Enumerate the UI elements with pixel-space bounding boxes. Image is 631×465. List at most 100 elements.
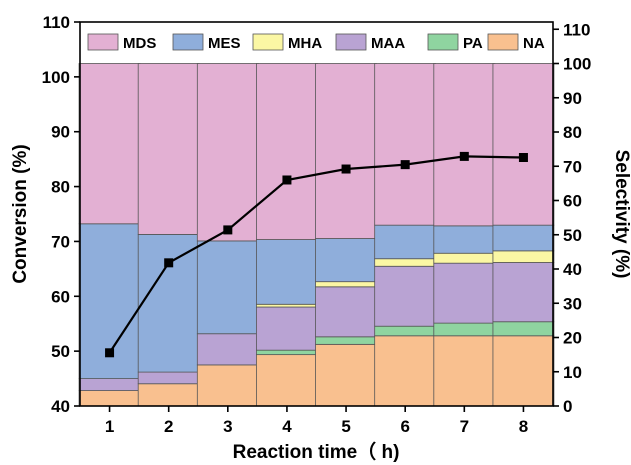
bar-segment-na-8	[492, 335, 555, 407]
conversion-marker-3	[223, 225, 233, 235]
bar-segment-maa-6	[374, 265, 437, 327]
legend-label-mds: MDS	[123, 35, 156, 52]
y-right-tick-label: 90	[563, 89, 582, 108]
x-tick-label: 7	[460, 417, 469, 436]
legend-swatch-na	[487, 33, 519, 51]
ticks-layer: 40 50 60 70 80 90 100 110 0 10 20 30 40 50 60 70 80 90 100…	[42, 13, 592, 436]
bar-segment-maa-1	[78, 378, 141, 391]
bar-segment-pa-4	[256, 349, 318, 356]
legend-label-mes: MES	[208, 35, 241, 52]
conversion-marker-8	[518, 153, 528, 162]
legend-layer: MDS MES MHA MAA PA NA	[87, 33, 545, 52]
bar-segment-mes-7	[433, 225, 496, 254]
x-tick-label: 6	[400, 417, 409, 436]
bar-segment-mds-1	[78, 63, 141, 225]
bar-segment-mes-5	[315, 238, 377, 283]
y-left-tick-label: 50	[51, 342, 70, 361]
bar-segment-maa-5	[315, 286, 377, 338]
bar-segment-mds-5	[315, 63, 377, 239]
x-tick-label: 4	[282, 417, 292, 436]
bar-segment-mha-7	[433, 252, 496, 264]
y-left-tick-label: 80	[51, 178, 70, 197]
legend-label-maa: MAA	[371, 35, 405, 52]
x-tick-label: 1	[105, 417, 114, 436]
bar-segment-maa-8	[492, 262, 555, 323]
y-right-tick-label: 50	[563, 226, 582, 245]
y-right-tick-label: 40	[563, 260, 582, 279]
bar-segment-pa-8	[492, 321, 555, 337]
y-right-tick-label: 70	[563, 157, 582, 176]
conversion-marker-6	[400, 160, 410, 170]
legend-label-mha: MHA	[288, 35, 322, 52]
bar-segment-mha-4	[256, 303, 318, 308]
y-right-tick-label: 100	[563, 55, 591, 74]
legend-swatch-pa	[427, 33, 459, 51]
y-left-tick-label: 100	[42, 68, 70, 87]
conversion-marker-5	[341, 164, 351, 174]
bar-segment-na-2	[137, 383, 200, 407]
bars-layer	[78, 63, 555, 407]
x-tick-label: 2	[164, 417, 173, 436]
bar-segment-mds-4	[256, 63, 318, 240]
conversion-line	[108, 155, 524, 354]
bar-segment-na-3	[196, 364, 259, 407]
bar-segment-maa-3	[196, 333, 259, 366]
bar-segment-mds-8	[492, 63, 555, 226]
bar-segment-mha-6	[374, 258, 437, 267]
x-tick-label: 5	[341, 417, 350, 436]
bar-segment-mds-6	[374, 63, 437, 226]
legend-swatch-mha	[252, 33, 284, 51]
bar-segment-mha-5	[315, 281, 377, 288]
y-left-tick-label: 70	[51, 232, 70, 251]
bar-segment-pa-7	[433, 322, 496, 337]
bar-segment-na-7	[433, 335, 496, 407]
y-left-tick-label: 90	[51, 123, 70, 142]
line-layer	[105, 151, 528, 358]
bar-segment-mes-8	[492, 224, 555, 252]
legend-label-pa: PA	[463, 35, 483, 52]
y-right-tick-label: 20	[563, 329, 582, 348]
y-right-tick-label: 0	[563, 397, 572, 416]
legend-swatch-mds	[87, 33, 119, 51]
conversion-marker-4	[282, 175, 292, 185]
bar-segment-mes-6	[374, 224, 437, 260]
y-right-tick-label: 30	[563, 294, 582, 313]
conversion-marker-7	[459, 151, 469, 161]
y-right-tick-label: 110	[563, 20, 590, 39]
bar-segment-mha-8	[492, 250, 555, 263]
bar-segment-na-6	[374, 335, 437, 407]
bar-segment-mes-2	[137, 234, 200, 373]
bar-segment-na-1	[78, 390, 141, 407]
legend-swatch-maa	[335, 33, 367, 51]
legend-swatch-mes	[172, 33, 204, 51]
y-axis-right-title: Selectivity (%)	[611, 150, 631, 279]
bar-segment-mes-4	[256, 239, 318, 305]
bar-segment-maa-4	[256, 306, 318, 351]
x-tick-label: 3	[223, 417, 232, 436]
bar-segment-mds-3	[196, 63, 259, 242]
conversion-marker-2	[164, 258, 174, 268]
bar-segment-maa-2	[137, 371, 200, 385]
x-tick-label: 8	[519, 417, 528, 436]
bar-segment-na-4	[256, 354, 318, 407]
bar-segment-maa-7	[433, 262, 496, 324]
bar-segment-mds-7	[433, 63, 496, 227]
conversion-marker-1	[105, 348, 115, 358]
bar-segment-pa-6	[374, 325, 437, 337]
bar-segment-pa-5	[315, 336, 377, 345]
y-right-tick-label: 10	[563, 363, 582, 382]
y-axis-left-title: Conversion (%)	[10, 144, 31, 283]
x-axis-title: Reaction time（ h)	[233, 440, 400, 463]
y-left-tick-label: 60	[51, 287, 70, 306]
y-left-tick-label: 40	[51, 397, 70, 416]
y-right-tick-label: 60	[563, 192, 582, 211]
bar-segment-na-5	[315, 343, 377, 407]
bar-segment-mds-2	[137, 63, 200, 235]
legend-label-na: NA	[523, 35, 545, 52]
y-left-tick-label: 110	[43, 13, 70, 32]
plot-frame	[79, 21, 554, 407]
y-right-tick-label: 80	[563, 123, 582, 142]
bar-segment-mes-3	[196, 240, 259, 335]
